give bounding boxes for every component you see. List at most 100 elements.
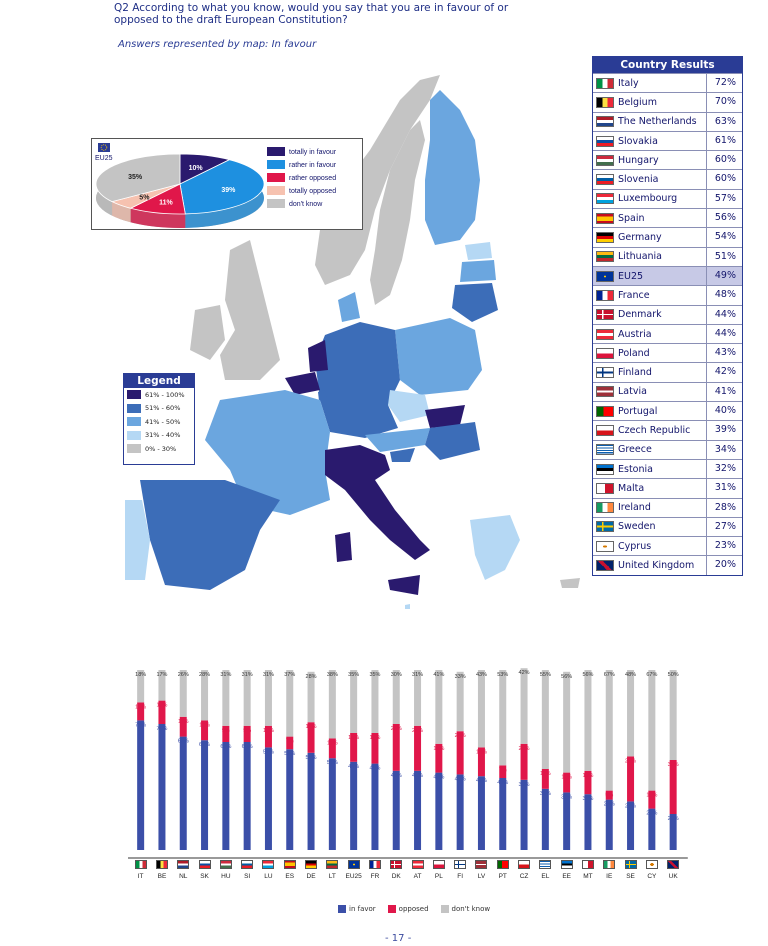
category-label: IT bbox=[138, 873, 144, 880]
bar-value-label: 34% bbox=[540, 791, 551, 797]
bar-value-label: 20% bbox=[668, 816, 679, 822]
bar-value-label: 44% bbox=[391, 773, 402, 779]
category-flag-icon bbox=[390, 860, 403, 869]
pie-legend-label: totally in favour bbox=[289, 149, 337, 156]
map-belgium bbox=[285, 372, 320, 395]
bar-opposed bbox=[286, 736, 294, 750]
category-flag-icon bbox=[283, 860, 296, 869]
bar-value-label: 54% bbox=[306, 755, 317, 761]
legend-item: 61% - 100% bbox=[124, 388, 194, 402]
fr-flag-icon bbox=[596, 289, 614, 301]
result-country: Malta bbox=[618, 482, 645, 494]
category-flag bbox=[539, 860, 552, 869]
result-row: Slovakia 61% bbox=[593, 130, 742, 151]
bar-chart-legend: in favor opposed don't know bbox=[338, 905, 490, 913]
bar-don-t-know bbox=[264, 670, 272, 726]
bar-value-label: 9% bbox=[222, 728, 230, 734]
bar-value-label: 33% bbox=[455, 674, 466, 680]
result-country: Austria bbox=[618, 328, 652, 340]
category-flag bbox=[390, 860, 403, 869]
map-italy bbox=[325, 445, 430, 560]
result-country: France bbox=[618, 289, 650, 301]
bar-value-label: 7% bbox=[499, 767, 507, 773]
bar-don-t-know bbox=[307, 671, 315, 723]
bar-in-favor bbox=[605, 799, 613, 850]
page-number: - 17 - bbox=[385, 933, 412, 944]
result-country: Sweden bbox=[618, 521, 656, 533]
pie-slice-label: 11% bbox=[159, 199, 173, 206]
legend-item: 31% - 40% bbox=[124, 429, 194, 443]
result-country: The Netherlands bbox=[618, 116, 697, 128]
bar-value-label: 24% bbox=[455, 733, 466, 739]
result-row: United Kingdom 20% bbox=[593, 555, 742, 575]
pie-chart: EU25 10% 39% 11% 5% 35% totally in favour rat… bbox=[95, 143, 337, 228]
category-flag bbox=[496, 860, 509, 869]
pie-slice bbox=[95, 153, 181, 203]
bar-value-label: 31% bbox=[242, 672, 253, 678]
category-flag-icon bbox=[454, 860, 467, 869]
category-flag bbox=[177, 860, 190, 869]
bar-opposed bbox=[137, 702, 145, 721]
bar-value-label: 23% bbox=[646, 811, 657, 817]
result-value: 32% bbox=[706, 459, 742, 479]
category-label: HU bbox=[221, 873, 231, 880]
map-hungary bbox=[425, 422, 480, 460]
category-label: IE bbox=[606, 873, 613, 880]
bar-value-label: 20% bbox=[519, 746, 530, 752]
category-label: MT bbox=[583, 873, 592, 880]
bar-value-label: 31% bbox=[220, 672, 231, 678]
question-text: Q2 According to what you know, would you… bbox=[114, 2, 509, 26]
category-flag bbox=[326, 860, 339, 869]
bar-opposed bbox=[584, 770, 592, 795]
result-country: Portugal bbox=[618, 405, 658, 417]
result-value: 49% bbox=[706, 266, 742, 286]
map-estonia bbox=[465, 242, 492, 260]
lv-flag-icon bbox=[596, 386, 614, 398]
bar-in-favor bbox=[669, 814, 677, 850]
bar-value-label: 7% bbox=[286, 739, 294, 745]
category-flag-icon bbox=[155, 860, 168, 869]
bar-in-favor bbox=[456, 774, 464, 850]
bar-don-t-know bbox=[456, 671, 464, 732]
bar-don-t-know bbox=[179, 670, 187, 717]
bar-value-label: 11% bbox=[561, 775, 572, 781]
result-value: 70% bbox=[706, 93, 742, 112]
result-row: Hungary 60% bbox=[593, 150, 742, 170]
result-value: 54% bbox=[706, 228, 742, 247]
bar-don-t-know bbox=[669, 670, 677, 760]
legend-item: 51% - 60% bbox=[124, 402, 194, 416]
bar-value-label: 55% bbox=[540, 672, 551, 678]
bar-value-label: 10% bbox=[646, 793, 657, 799]
bar-value-label: 10% bbox=[135, 704, 146, 710]
result-country: Lithuania bbox=[618, 251, 663, 263]
map-malta bbox=[405, 604, 410, 609]
bar-in-favor bbox=[477, 776, 485, 850]
eu-flag-icon bbox=[596, 270, 614, 282]
map-poland bbox=[395, 318, 482, 395]
bar-value-label: 11% bbox=[178, 719, 189, 725]
result-row: Luxembourg 57% bbox=[593, 188, 742, 209]
bar-in-favor bbox=[499, 778, 507, 850]
bar-don-t-know bbox=[243, 670, 251, 726]
result-value: 48% bbox=[706, 286, 742, 305]
category-label: FI bbox=[457, 873, 463, 880]
category-flag-icon bbox=[241, 860, 254, 869]
category-label: UK bbox=[669, 873, 679, 880]
map-latvia bbox=[460, 260, 496, 282]
bar-don-t-know bbox=[477, 670, 485, 748]
result-country: Latvia bbox=[618, 386, 647, 398]
bar-don-t-know bbox=[563, 671, 571, 773]
bar-opposed bbox=[350, 733, 358, 762]
legend-title: Legend bbox=[124, 374, 194, 388]
bar-value-label: 41% bbox=[476, 778, 487, 784]
category-label: FR bbox=[371, 873, 380, 880]
hu-flag-icon bbox=[596, 154, 614, 166]
bar-value-label: 63% bbox=[178, 739, 189, 745]
bar-value-label: 31% bbox=[263, 672, 274, 678]
category-flag bbox=[624, 860, 637, 869]
bar-opposed bbox=[158, 700, 166, 724]
result-row: Poland 43% bbox=[593, 343, 742, 363]
result-country: Spain bbox=[618, 212, 645, 224]
result-country: Luxembourg bbox=[618, 193, 678, 205]
category-flag bbox=[475, 860, 488, 869]
